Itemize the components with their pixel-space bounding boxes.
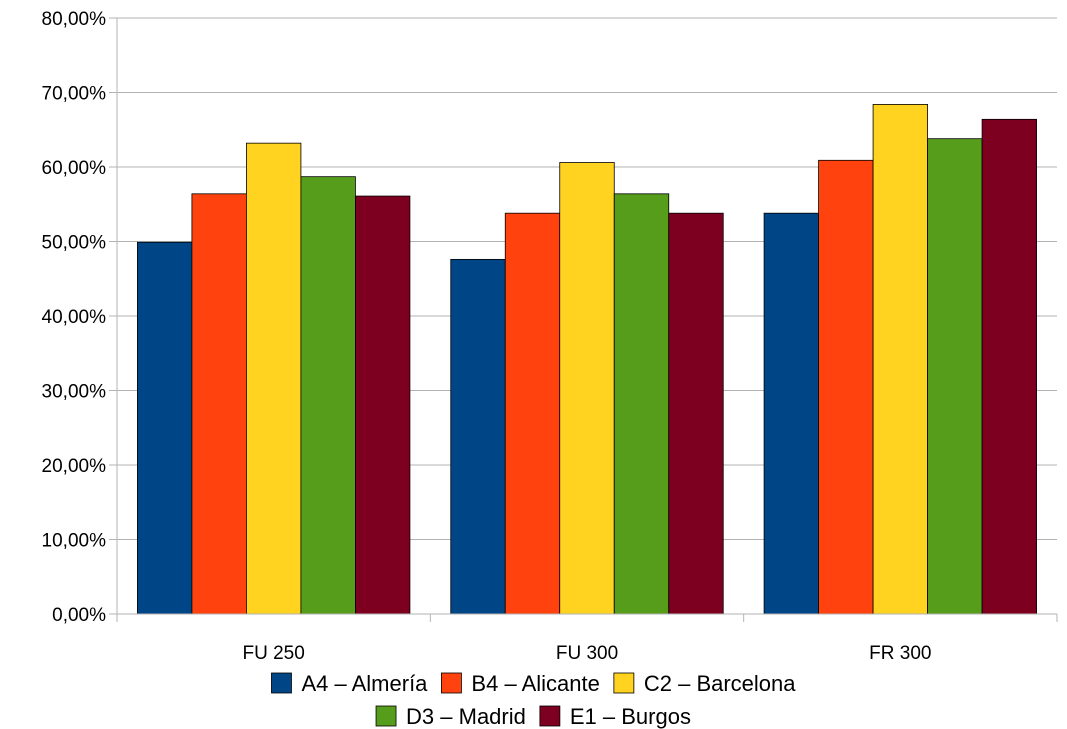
legend-label: E1 – Burgos: [570, 704, 691, 729]
bar: [872, 104, 928, 615]
legend-item: A4 – Almería: [271, 671, 428, 696]
y-tick-label: 10,00%: [42, 531, 107, 552]
bar: [504, 212, 561, 615]
legend-swatch: [441, 672, 462, 694]
y-tick-label: 20,00%: [42, 456, 107, 477]
legend-item: B4 – Alicante: [441, 671, 600, 696]
y-tick-label: 60,00%: [42, 158, 107, 179]
bar: [355, 195, 411, 615]
bar: [613, 193, 670, 615]
bar: [450, 258, 506, 615]
legend-swatch: [271, 672, 292, 694]
bar: [981, 118, 1037, 615]
legend-item: E1 – Burgos: [539, 704, 691, 729]
bar: [668, 212, 724, 615]
bar: [191, 193, 247, 615]
legend-label: A4 – Almería: [301, 671, 428, 696]
legend-label: D3 – Madrid: [406, 704, 526, 729]
bar: [559, 162, 615, 615]
bar: [246, 142, 302, 615]
x-tick-label: FR 300: [869, 643, 931, 664]
legend-item: D3 – Madrid: [375, 704, 526, 729]
x-axis-tick-labels: FU 250 FU 300 FR 300: [243, 643, 932, 664]
legend-item: C2 – Barcelona: [613, 671, 796, 696]
bar: [137, 241, 193, 615]
x-tick-label: FU 250: [243, 643, 305, 664]
y-tick-label: 80,00%: [42, 9, 107, 30]
bar: [300, 176, 356, 615]
bars: [137, 104, 1037, 615]
legend-swatch: [539, 705, 561, 727]
x-tick-label: FU 300: [556, 643, 618, 664]
legend-label: C2 – Barcelona: [644, 671, 796, 696]
y-axis-tick-labels: 0,00% 10,00% 20,00% 30,00% 40,00% 50,00% 60,00…: [42, 9, 107, 626]
legend: A4 – Almería B4 – Alicante C2 – Barcelona D…: [271, 671, 796, 729]
axes: [116, 18, 1058, 622]
legend-label: B4 – Alicante: [471, 671, 599, 696]
y-tick-label: 50,00%: [42, 233, 107, 254]
bar: [818, 159, 874, 615]
legend-swatch: [375, 705, 397, 727]
y-tick-label: 40,00%: [42, 307, 107, 328]
y-tick-label: 70,00%: [42, 84, 107, 105]
y-tick-label: 30,00%: [42, 382, 107, 403]
legend-swatch: [613, 672, 635, 694]
y-tick-label: 0,00%: [52, 605, 106, 626]
bar: [927, 138, 983, 615]
bar: [763, 212, 819, 615]
